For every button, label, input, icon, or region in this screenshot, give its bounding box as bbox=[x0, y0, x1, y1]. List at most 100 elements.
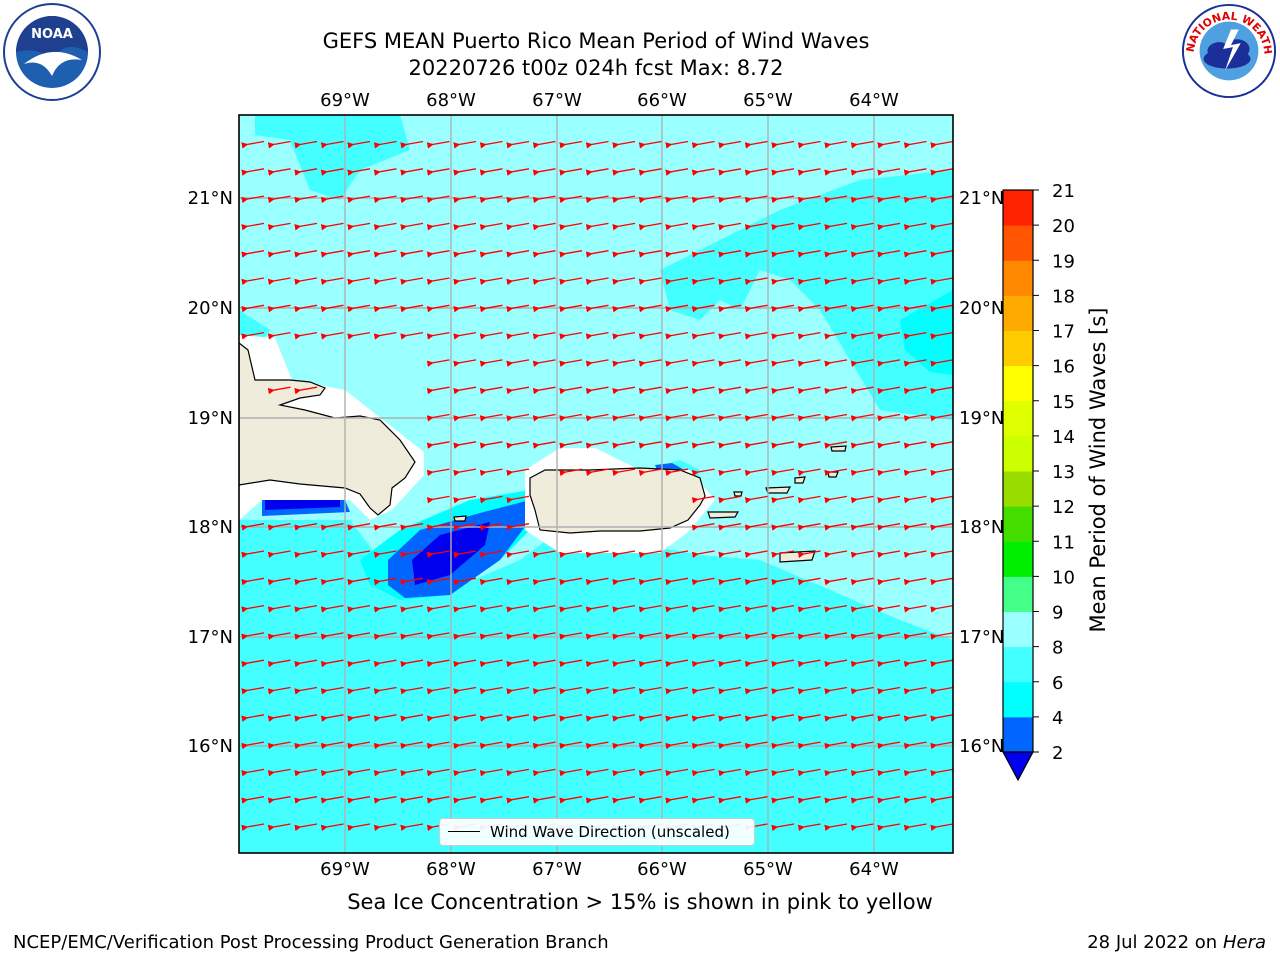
wind-wave-arrow bbox=[267, 195, 291, 204]
wind-wave-arrow bbox=[294, 604, 318, 613]
wind-wave-arrow bbox=[797, 604, 821, 613]
wind-wave-arrow bbox=[824, 331, 848, 340]
wind-wave-arrow bbox=[347, 577, 371, 586]
wind-wave-arrow bbox=[267, 768, 291, 777]
wind-wave-arrow bbox=[824, 468, 848, 477]
wind-wave-arrow bbox=[320, 796, 344, 804]
wind-wave-arrow bbox=[400, 250, 424, 258]
wind-wave-arrow bbox=[267, 823, 291, 832]
wind-wave-arrow bbox=[400, 550, 424, 559]
colorbar-tick-label: 4 bbox=[1052, 708, 1063, 729]
wind-wave-arrow bbox=[267, 277, 291, 286]
wind-wave-arrow bbox=[585, 714, 609, 722]
wind-wave-arrow bbox=[930, 468, 953, 477]
wind-wave-arrow bbox=[930, 659, 953, 668]
wind-wave-arrow bbox=[400, 277, 424, 286]
wind-wave-arrow bbox=[241, 277, 265, 286]
wind-wave-arrow bbox=[453, 550, 477, 559]
wind-wave-arrow bbox=[453, 468, 477, 477]
wind-wave-arrow bbox=[612, 331, 636, 340]
wind-wave-arrow bbox=[930, 550, 953, 559]
wind-wave-arrow bbox=[532, 632, 556, 641]
lon-tick-label: 64°W bbox=[849, 859, 899, 880]
wind-wave-arrow bbox=[850, 523, 874, 531]
footer-branch: NCEP/EMC/Verification Post Processing Pr… bbox=[13, 932, 609, 953]
wind-wave-arrow bbox=[718, 632, 742, 641]
footer-date: 28 Jul 2022 on Hera bbox=[1087, 932, 1266, 953]
wind-wave-arrow bbox=[294, 550, 318, 559]
wind-wave-arrow bbox=[453, 659, 477, 668]
wind-wave-arrow bbox=[797, 413, 821, 422]
wind-wave-arrow bbox=[559, 277, 583, 286]
wind-wave-arrow bbox=[479, 632, 503, 641]
wind-wave-arrow bbox=[559, 441, 583, 449]
wind-wave-arrow bbox=[267, 686, 291, 695]
colorbar-tick-label: 2 bbox=[1052, 743, 1063, 764]
wind-wave-arrow bbox=[930, 140, 953, 149]
lon-tick-label: 65°W bbox=[743, 859, 793, 880]
wind-wave-arrow bbox=[877, 250, 901, 258]
wind-wave-arrow bbox=[877, 304, 901, 313]
wind-wave-arrow bbox=[665, 359, 689, 368]
wind-wave-arrow bbox=[320, 632, 344, 641]
top-lon-labels: 69°W 68°W 67°W 66°W 65°W 64°W bbox=[320, 90, 899, 111]
wind-wave-arrow bbox=[373, 523, 397, 531]
wind-wave-arrow bbox=[347, 686, 371, 695]
wind-wave-arrow bbox=[824, 796, 848, 804]
wind-wave-arrow bbox=[267, 140, 291, 149]
wind-wave-arrow bbox=[347, 523, 371, 531]
wind-wave-arrow bbox=[241, 741, 265, 750]
wind-wave-arrow bbox=[267, 550, 291, 559]
wind-wave-arrow bbox=[479, 359, 503, 368]
wind-wave-arrow bbox=[718, 413, 742, 422]
wind-wave-arrow bbox=[638, 195, 662, 204]
wind-wave-arrow bbox=[903, 222, 927, 231]
wind-wave-arrow bbox=[506, 632, 530, 641]
sea-ice-caption: Sea Ice Concentration > 15% is shown in … bbox=[347, 890, 933, 914]
wind-wave-arrow bbox=[797, 741, 821, 750]
wind-wave-arrow bbox=[638, 577, 662, 586]
wind-wave-arrow bbox=[665, 222, 689, 231]
wind-wave-arrow bbox=[797, 659, 821, 668]
colorbar-segment bbox=[1003, 506, 1033, 542]
wind-wave-arrow bbox=[532, 577, 556, 586]
wind-wave-arrow bbox=[453, 386, 477, 395]
wind-wave-arrow bbox=[347, 659, 371, 668]
wind-wave-arrow bbox=[585, 222, 609, 231]
wind-wave-arrow bbox=[559, 632, 583, 641]
colorbar-label: Mean Period of Wind Waves [s] bbox=[1086, 308, 1110, 633]
wind-wave-arrow bbox=[294, 823, 318, 832]
wind-wave-arrow bbox=[585, 168, 609, 176]
wind-wave-arrow bbox=[665, 550, 689, 559]
wind-wave-arrow bbox=[718, 714, 742, 722]
wind-wave-arrow bbox=[506, 741, 530, 750]
wind-wave-arrow bbox=[559, 741, 583, 750]
wind-wave-arrow bbox=[294, 632, 318, 641]
wind-wave-arrow bbox=[426, 468, 450, 477]
lon-tick-label: 66°W bbox=[637, 90, 687, 111]
colorbar-tick-label: 20 bbox=[1052, 216, 1075, 237]
wind-wave-arrow bbox=[718, 168, 742, 176]
wind-wave-arrow bbox=[506, 195, 530, 204]
puerto-rico-land bbox=[529, 467, 706, 534]
wind-wave-arrow bbox=[426, 632, 450, 641]
wind-wave-arrow bbox=[585, 386, 609, 395]
wind-wave-arrow bbox=[479, 577, 503, 586]
wind-wave-arrow bbox=[585, 796, 609, 804]
wind-wave-arrow bbox=[347, 604, 371, 613]
wind-wave-arrow bbox=[400, 222, 424, 231]
wind-wave-arrow bbox=[638, 741, 662, 750]
wind-wave-arrow bbox=[506, 250, 530, 258]
wind-wave-arrow bbox=[797, 796, 821, 804]
wind-wave-arrow bbox=[877, 523, 901, 531]
wind-wave-arrow bbox=[771, 195, 795, 204]
wind-wave-arrow bbox=[532, 714, 556, 722]
wind-wave-arrow bbox=[320, 331, 344, 340]
wind-wave-arrow bbox=[691, 659, 715, 668]
wind-wave-arrow bbox=[479, 304, 503, 313]
wind-wave-arrow bbox=[903, 277, 927, 286]
wind-wave-arrow bbox=[850, 796, 874, 804]
wind-wave-arrow bbox=[930, 686, 953, 695]
wind-wave-arrow bbox=[718, 768, 742, 777]
wind-wave-arrow bbox=[930, 277, 953, 286]
